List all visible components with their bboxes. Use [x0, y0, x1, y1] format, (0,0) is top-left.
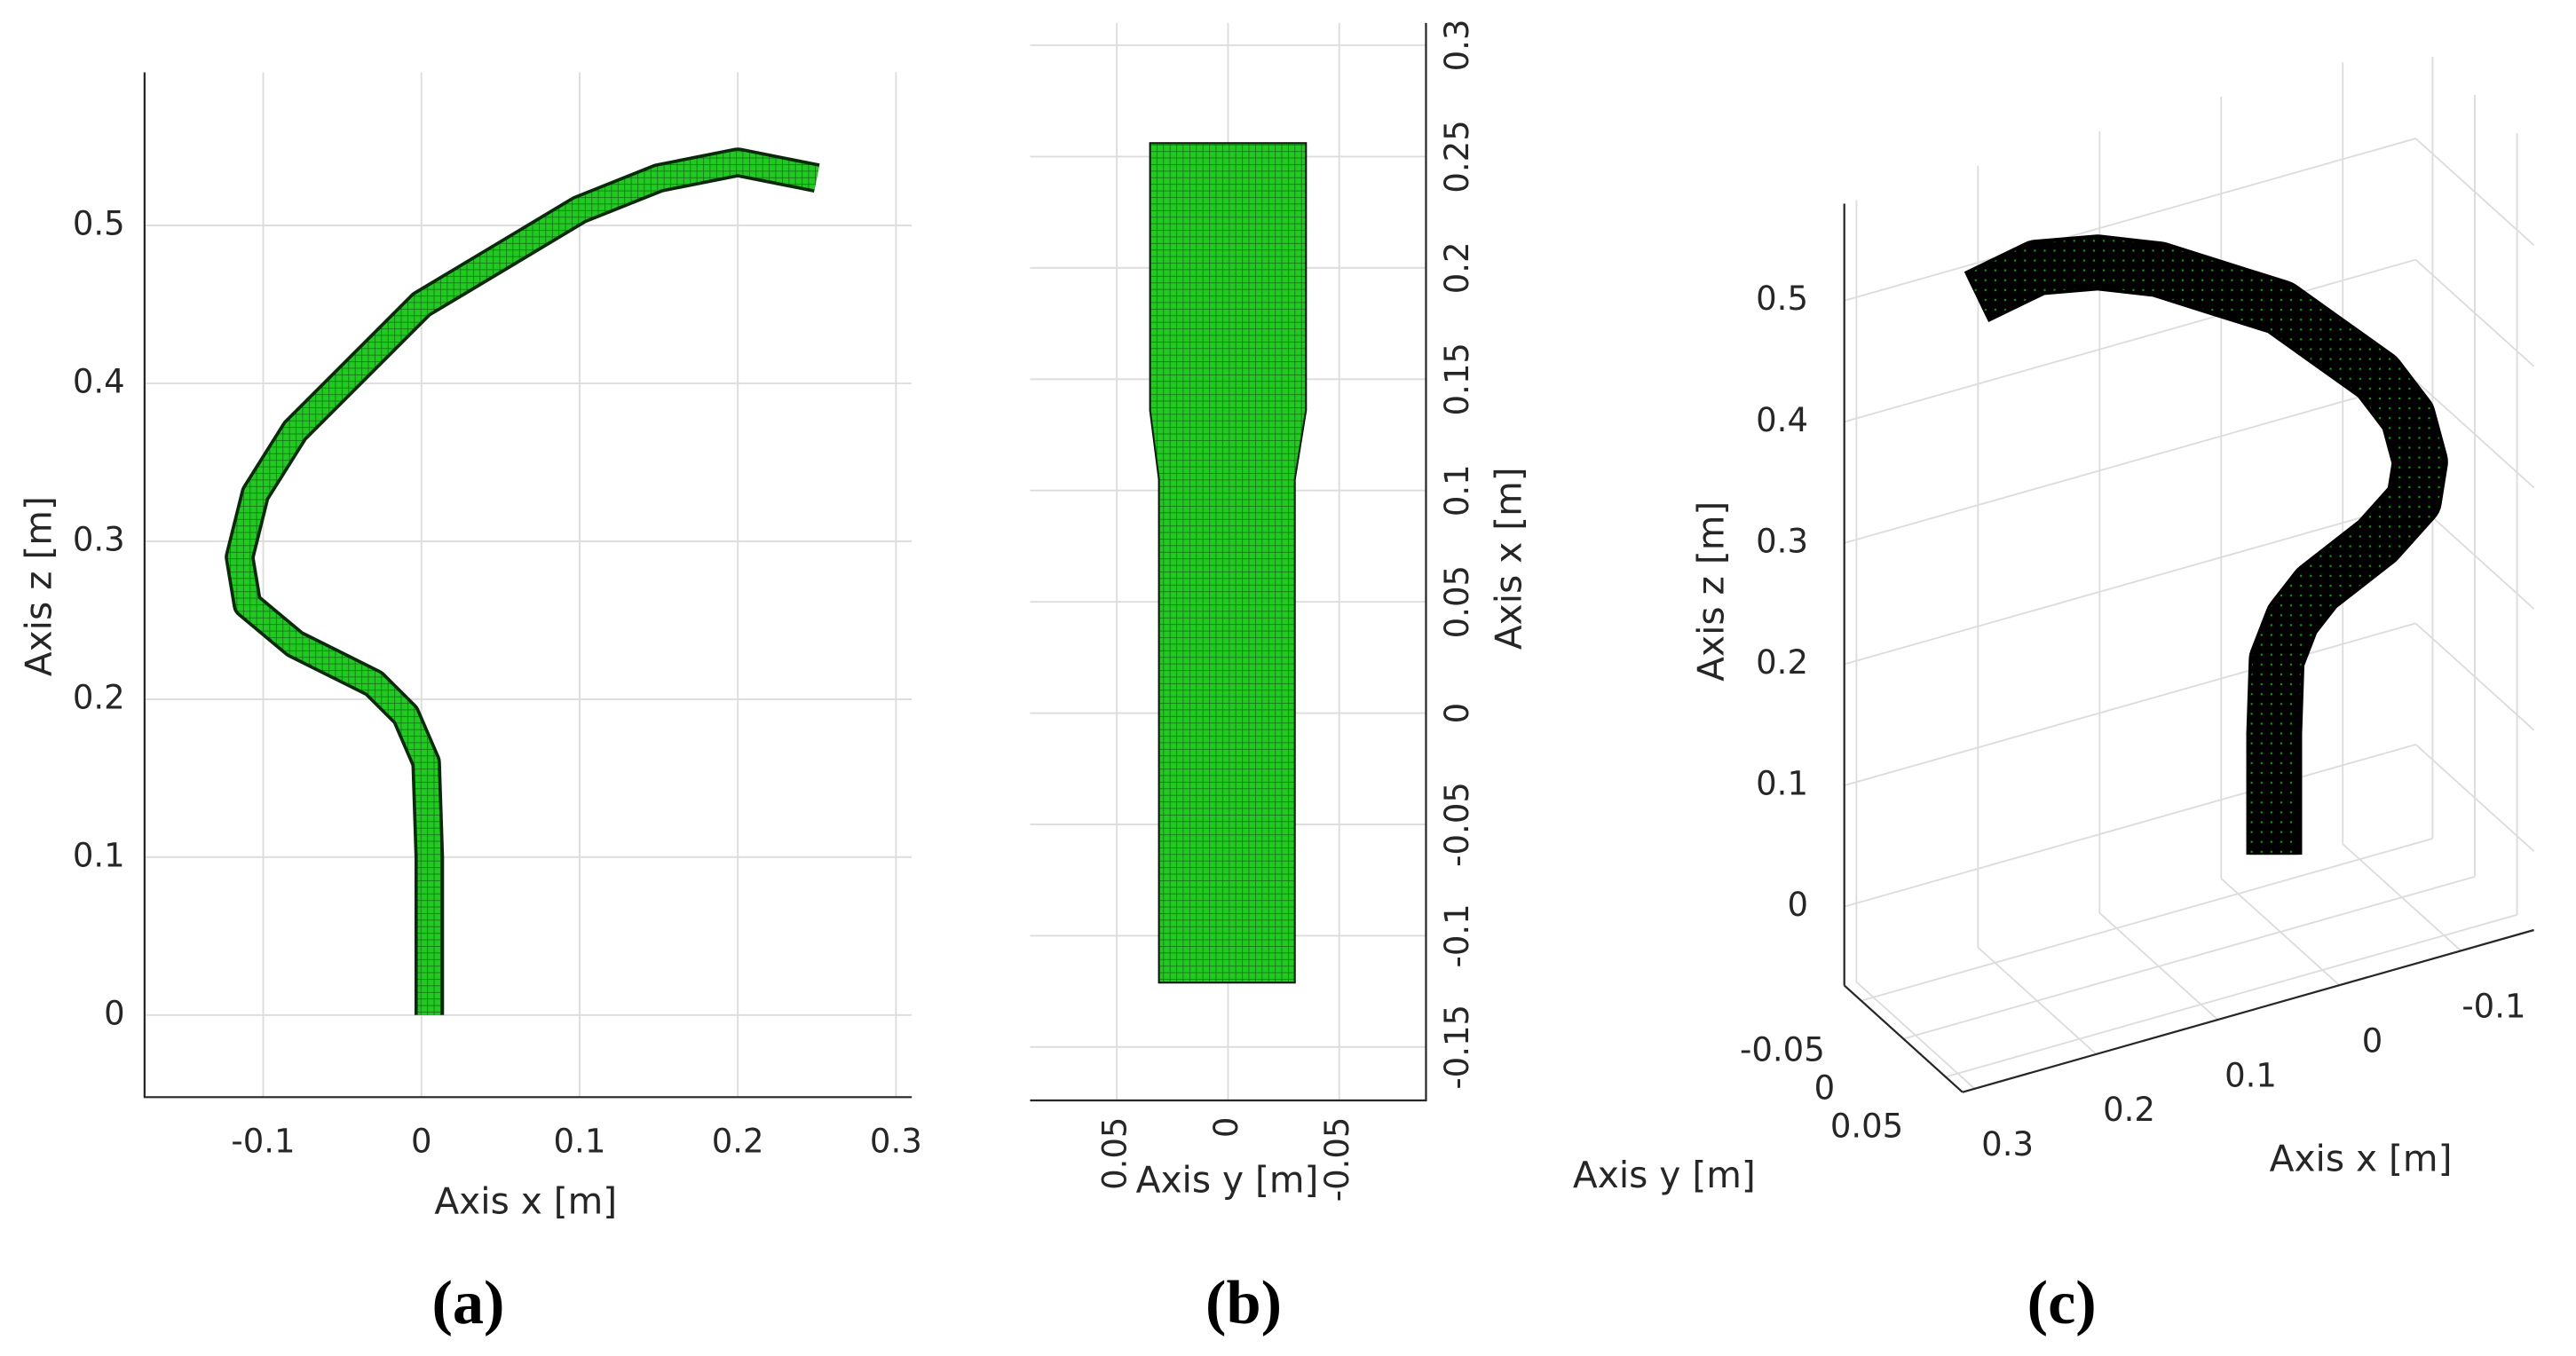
x-axis-label: Axis y [m]	[1136, 1159, 1319, 1202]
z-tick-label: 0.1	[1756, 765, 1808, 803]
beam-tint	[227, 150, 819, 1015]
y-tick-label: 0.3	[1438, 20, 1476, 72]
x-tick-label: 0.05	[1096, 1117, 1134, 1190]
beam	[227, 150, 819, 1015]
y-tick-label: -0.05	[1740, 1030, 1825, 1068]
grid-line	[2414, 501, 2535, 610]
x-tick-label: 0	[411, 1123, 432, 1161]
z-tick-label: 0.3	[1756, 522, 1808, 560]
x-tick-label: 0.3	[870, 1123, 922, 1161]
y-tick-label: 0	[1438, 703, 1476, 724]
x-tick-label: -0.05	[1318, 1117, 1356, 1202]
x-tick-label: -0.1	[231, 1123, 295, 1161]
y-tick-label: 0	[104, 994, 125, 1032]
x-tick-label: 0.1	[554, 1123, 606, 1161]
beam-tint	[1150, 143, 1307, 983]
y-tick-label: 0.25	[1438, 120, 1476, 193]
x-tick-label: 0	[1207, 1117, 1245, 1139]
x-tick-label: 0.3	[1981, 1125, 2034, 1163]
beam	[1149, 142, 1308, 984]
y-tick-label: 0.05	[1830, 1107, 1903, 1145]
z-tick-label: 0.4	[1756, 401, 1808, 439]
grid-line	[2414, 622, 2535, 731]
grid-line	[1945, 913, 2517, 1078]
x-axis-label: Axis x [m]	[434, 1180, 617, 1223]
axis-line	[1030, 22, 1427, 1102]
x-tick-label: 0	[2362, 1021, 2383, 1060]
grid-line	[2414, 744, 2535, 852]
y-tick-label: 0	[1814, 1068, 1836, 1107]
grid-line	[2414, 258, 2535, 367]
y-tick-label: -0.05	[1438, 782, 1476, 867]
y-tick-label: 0.1	[1438, 464, 1476, 516]
z-tick-label: 0.5	[1756, 280, 1808, 318]
axis-line	[1843, 984, 1964, 1093]
grid-line	[1844, 258, 2416, 423]
y-tick-label: 0.2	[1438, 241, 1476, 294]
beam-outline	[225, 147, 820, 1015]
panel-label: (b)	[1205, 1268, 1282, 1337]
y-tick-label: 0.15	[1438, 343, 1476, 415]
grid-line	[1844, 380, 2416, 544]
y-axis-label: Axis x [m]	[1488, 467, 1530, 650]
grid-line	[2414, 138, 2535, 246]
grid-line	[2414, 380, 2535, 489]
z-tick-label: 0.2	[1756, 643, 1808, 682]
axis-line	[1962, 928, 2534, 1093]
beam-texture	[1965, 237, 2446, 855]
y-tick-label: 0.5	[73, 205, 125, 243]
x-tick-label: 0.2	[2103, 1091, 2155, 1129]
x-tick-label: 0.1	[2224, 1056, 2277, 1094]
x-tick-label: 0.2	[712, 1123, 764, 1161]
y-tick-label: -0.1	[1438, 903, 1476, 967]
panel-label: (c)	[2027, 1268, 2097, 1337]
grid-line	[1844, 622, 2416, 786]
grid-line	[1844, 501, 2416, 666]
y-tick-label: 0.1	[73, 836, 125, 874]
z-tick-label: 0	[1787, 886, 1808, 924]
y-axis-label: Axis z [m]	[17, 496, 59, 676]
grid-line	[1844, 744, 2416, 908]
x-tick-label: -0.1	[2461, 988, 2525, 1026]
panel-label: (a)	[431, 1268, 504, 1337]
z-axis-label: Axis z [m]	[1689, 501, 1732, 682]
x-axis-label: Axis x [m]	[2270, 1137, 2453, 1179]
y-tick-label: 0.2	[73, 678, 125, 716]
y-tick-label: 0.3	[73, 520, 125, 558]
grid-line	[1844, 138, 2416, 302]
y-tick-label: 0.05	[1438, 565, 1476, 638]
y-tick-label: 0.4	[73, 362, 125, 400]
grid-line	[1903, 875, 2476, 1040]
y-axis-label: Axis y [m]	[1573, 1154, 1756, 1196]
y-tick-label: -0.15	[1438, 1005, 1476, 1090]
grid-line	[1861, 838, 2433, 1002]
axis-line	[143, 72, 913, 1099]
